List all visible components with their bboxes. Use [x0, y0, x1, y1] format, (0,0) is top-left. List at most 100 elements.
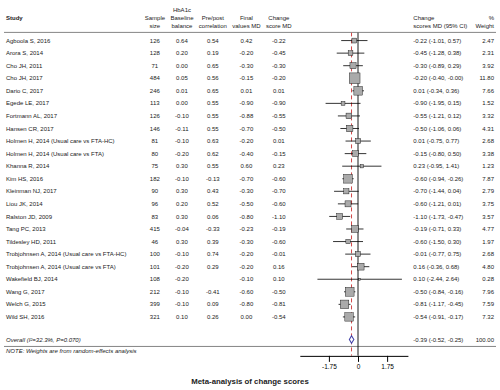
column-header: Weight: [475, 23, 494, 29]
study-label: Wild SH, 2016: [6, 314, 45, 320]
study-label: Welch G, 2015: [6, 301, 46, 307]
cell-value: -0.70: [272, 188, 286, 194]
cell-value: 0.10: [176, 314, 188, 320]
weight-box: [348, 51, 353, 56]
weight-box: [345, 313, 353, 321]
cell-value: -0.45: [272, 50, 286, 56]
column-header: Change: [268, 15, 290, 21]
cell-value: -0.13: [206, 176, 220, 182]
weight-label: 4.80: [482, 264, 494, 270]
chart-container: HbA1cStudySamplesizeBaselinebalancePre/p…: [0, 0, 500, 390]
weight-label: 4.77: [482, 226, 494, 232]
group-label: HbA1c: [173, 7, 191, 13]
ci-label: -0.60 (-0.94, -0.26): [413, 176, 463, 182]
cell-value: -0.30: [240, 188, 254, 194]
cell-value: -0.60: [272, 239, 286, 245]
weight-label: 3.75: [482, 201, 494, 207]
study-label: Tang PC, 2013: [6, 226, 46, 232]
cell-value: -0.10: [175, 113, 189, 119]
cell-value: 321: [150, 314, 161, 320]
cell-value: 246: [150, 88, 161, 94]
cell-value: 0.60: [241, 163, 253, 169]
weight-label: 1.52: [482, 100, 494, 106]
column-header: size: [150, 23, 161, 29]
cell-value: -0.10: [240, 276, 254, 282]
ci-label: 0.01 (-0.75, 0.77): [413, 138, 459, 144]
cell-value: -0.55: [272, 113, 286, 119]
ci-label: -0.20 (-0.40, -0.00): [413, 75, 463, 81]
cell-value: -0.60: [272, 201, 286, 207]
weight-label: 3.92: [482, 63, 494, 69]
study-label: Arora S, 2014: [6, 50, 44, 56]
ci-label: -0.81 (-1.17, -0.45): [413, 301, 463, 307]
cell-value: -0.10: [175, 301, 189, 307]
cell-value: -0.23: [240, 226, 254, 232]
cell-value: -0.50: [272, 289, 286, 295]
ci-label: 0.01 (-0.34, 0.36): [413, 88, 459, 94]
ci-label: -0.70 (-1.44, 0.04): [413, 188, 461, 194]
cell-value: -0.20: [240, 251, 254, 257]
weight-box: [346, 125, 352, 131]
study-label: Khanna R, 2014: [6, 163, 50, 169]
weight-box: [346, 239, 350, 243]
column-header: scores MD (95% CI): [413, 23, 467, 29]
study-label: Holmen H, 2014 (Usual care vs FTA): [6, 151, 104, 157]
weight-label: 2.47: [482, 38, 494, 44]
cell-value: -0.20: [240, 50, 254, 56]
cell-value: 0.65: [207, 63, 219, 69]
cell-value: -0.90: [240, 100, 254, 106]
study-label: Hansen CR, 2017: [6, 126, 54, 132]
weight-box: [356, 139, 361, 144]
separator: [4, 32, 496, 33]
study-label: Kim HS, 2016: [6, 176, 44, 182]
cell-value: 0.74: [207, 251, 219, 257]
cell-value: 80: [152, 151, 159, 157]
weight-label: 2.68: [482, 138, 494, 144]
ci-label: -0.50 (-1.06, 0.06): [413, 126, 461, 132]
cell-value: 108: [150, 276, 161, 282]
column-header: Baseline: [170, 15, 194, 21]
x-tick: 1.75: [381, 356, 394, 371]
cell-value: 0.30: [176, 214, 188, 220]
cell-value: 100: [150, 251, 161, 257]
ci-label: -0.01 (-0.77, 0.75): [413, 251, 461, 257]
cell-value: -0.50: [240, 201, 254, 207]
weight-box: [350, 63, 356, 69]
cell-value: -0.41: [206, 289, 220, 295]
note: NOTE: Weights are from random-effects an…: [6, 348, 137, 354]
cell-value: 75: [152, 163, 159, 169]
weight-box: [359, 278, 361, 280]
cell-value: 128: [150, 50, 161, 56]
cell-value: 71: [152, 63, 159, 69]
cell-value: 0.54: [207, 38, 219, 44]
x-axis-line: [300, 356, 408, 357]
cell-value: 0.10: [273, 276, 285, 282]
cell-value: 101: [150, 264, 161, 270]
x-tick-label: -1.75: [322, 363, 337, 370]
cell-value: -0.90: [272, 100, 286, 106]
weight-label: 7.87: [482, 176, 494, 182]
cell-value: 484: [150, 75, 161, 81]
study-label: Liou JK, 2014: [6, 201, 43, 207]
column-header: Study: [6, 15, 23, 21]
cell-value: 46: [152, 239, 159, 245]
cell-value: -0.60: [272, 176, 286, 182]
column-header: Pre/post: [202, 15, 225, 21]
cell-value: -0.88: [240, 113, 254, 119]
column-header: correlation: [199, 23, 227, 29]
cell-value: -0.50: [272, 126, 286, 132]
cell-value: 415: [150, 226, 161, 232]
cell-value: -1.10: [272, 214, 286, 220]
cell-value: 0.09: [207, 301, 219, 307]
column-header: score MD: [266, 23, 292, 29]
cell-value: 83: [152, 214, 159, 220]
column-header: Sample: [145, 15, 166, 21]
cell-value: -0.30: [240, 239, 254, 245]
cell-value: -0.10: [175, 289, 189, 295]
study-label: Egede LE, 2017: [6, 100, 50, 106]
cell-value: -0.20: [175, 151, 189, 157]
ci-label: -0.60 (-1.50, 0.30): [413, 239, 461, 245]
weight-box: [340, 300, 349, 309]
cell-value: 0.55: [207, 126, 219, 132]
cell-value: 126: [150, 38, 161, 44]
